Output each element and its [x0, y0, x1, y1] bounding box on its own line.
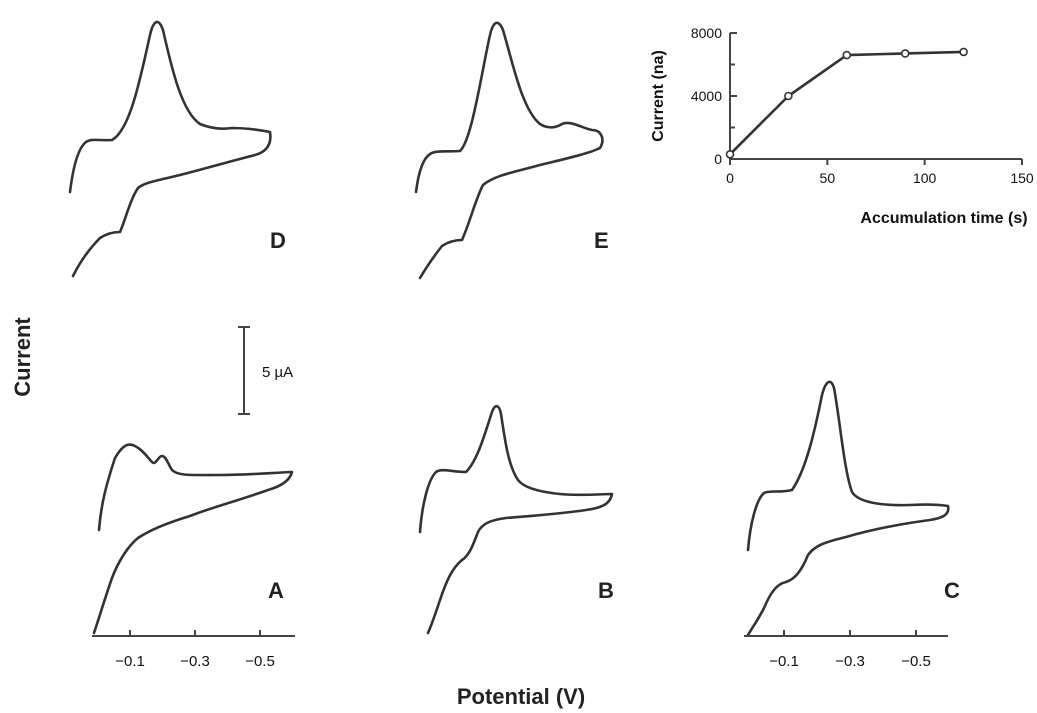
curve-e	[414, 21, 604, 280]
voltammogram-e: E	[414, 21, 609, 280]
inset-data-point	[725, 149, 735, 159]
inset-y-tick-label: 4000	[691, 88, 722, 104]
inset-x-axis-title: Accumulation time (s)	[860, 210, 1027, 227]
inset-data-point	[784, 91, 793, 101]
x-tick-label: −0.3	[180, 653, 210, 670]
x-tick-label: −0.3	[835, 653, 865, 670]
curve-c	[746, 380, 950, 637]
current-scale-bar: 5 µA	[238, 326, 293, 415]
y-axis-title: Current	[10, 317, 35, 397]
voltammogram-b: B	[418, 404, 614, 635]
curve-a	[92, 443, 294, 635]
voltammogram-c: C	[746, 380, 960, 637]
inset-y-axis-title: Current (na)	[650, 50, 667, 142]
inset-x-tick-label: 0	[726, 170, 734, 186]
x-tick-label: −0.1	[115, 653, 145, 670]
scale-bar-label: 5 µA	[262, 364, 293, 381]
inset-data-point	[959, 47, 968, 57]
inset-x-tick-label: 150	[1010, 170, 1034, 186]
potential-axis-right: −0.1 −0.3 −0.5	[744, 630, 948, 670]
inset-chart: Accumulation time (s) Current (na) 0 50 10…	[650, 25, 1034, 227]
inset-x-tick-label: 50	[820, 170, 836, 186]
inset-y-tick-label: 8000	[691, 25, 722, 41]
curve-d	[68, 20, 272, 278]
inset-y-tick-label: 0	[714, 151, 722, 167]
inset-data-point	[900, 49, 910, 58]
potential-axis-left: −0.1 −0.3 −0.5	[92, 630, 295, 670]
curve-b	[418, 404, 614, 635]
inset-x-tick-label: 100	[913, 170, 937, 186]
panel-label-b: B	[598, 578, 614, 603]
panel-label-c: C	[944, 578, 960, 603]
inset-data-point	[842, 50, 852, 60]
inset-series-line	[729, 50, 964, 156]
x-tick-label: −0.5	[901, 653, 931, 670]
voltammogram-a: A	[92, 443, 294, 635]
x-tick-label: −0.5	[245, 653, 275, 670]
x-axis-title: Potential (V)	[457, 684, 585, 709]
panel-label-e: E	[594, 228, 609, 253]
voltammogram-d: D	[68, 20, 286, 278]
x-tick-label: −0.1	[769, 653, 799, 670]
panel-label-a: A	[268, 578, 284, 603]
panel-label-d: D	[270, 228, 286, 253]
